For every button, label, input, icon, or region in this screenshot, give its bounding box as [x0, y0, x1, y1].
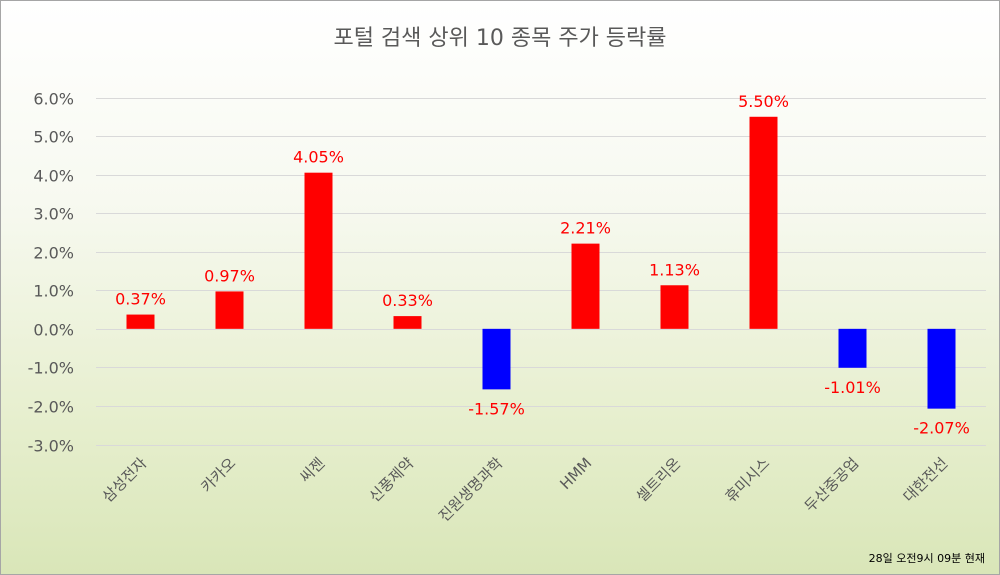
data-label: -1.57% — [468, 399, 525, 418]
gridlines — [96, 98, 986, 446]
data-label: 1.13% — [649, 260, 700, 279]
bar-5 — [482, 328, 511, 390]
chart-title: 포털 검색 상위 10 종목 주가 등락률 — [333, 26, 666, 51]
x-axis-category-labels: 삼성전자 카카오 씨젠 신풍제약 진원생명과학 HMM 셀트리온 휴미시스 두산중공업 대한전선 — [99, 454, 952, 525]
data-label: 2.21% — [560, 219, 611, 238]
bar-10 — [927, 328, 956, 409]
x-category-label: 신풍제약 — [366, 454, 418, 506]
x-category-label: 휴미시스 — [722, 454, 774, 506]
data-label: 0.37% — [115, 290, 166, 309]
y-tick-label: 6.0% — [33, 90, 74, 109]
data-label: -2.07% — [913, 419, 970, 438]
y-tick-label: -1.0% — [28, 359, 74, 378]
data-label: 4.05% — [293, 148, 344, 167]
bar-4 — [393, 316, 422, 329]
data-label: 5.50% — [738, 92, 789, 111]
x-category-label: 씨젠 — [296, 454, 328, 486]
bar-8 — [749, 116, 778, 329]
y-tick-label: -3.0% — [28, 437, 74, 456]
y-tick-label: 1.0% — [33, 282, 74, 301]
y-axis-tick-labels: 6.0% 5.0% 4.0% 3.0% 2.0% 1.0% 0.0% -1.0% -2.0% -3… — [28, 90, 74, 456]
x-category-label: HMM — [556, 454, 595, 493]
x-category-label: 삼성전자 — [99, 454, 151, 506]
y-tick-label: 0.0% — [33, 321, 74, 340]
data-labels: 0.37% 0.97% 4.05% 0.33% -1.57% 2.21% 1.13% 5.50… — [115, 92, 970, 438]
timestamp-footnote: 28일 오전9시 09분 현재 — [869, 551, 985, 565]
bar-7 — [660, 285, 689, 329]
bar-3 — [304, 172, 333, 329]
y-tick-label: 2.0% — [33, 244, 74, 263]
x-category-label: 진원생명과학 — [435, 454, 506, 525]
x-category-label: 카카오 — [197, 454, 239, 496]
data-label: 0.97% — [204, 266, 255, 285]
y-tick-label: -2.0% — [28, 398, 74, 417]
bars — [126, 116, 956, 409]
x-category-label: 셀트리온 — [633, 454, 685, 506]
y-tick-label: 4.0% — [33, 167, 74, 186]
y-tick-label: 5.0% — [33, 128, 74, 147]
bar-1 — [126, 314, 155, 329]
x-category-label: 두산중공업 — [801, 454, 863, 516]
bar-6 — [571, 243, 600, 329]
x-category-label: 대한전선 — [900, 454, 952, 506]
bar-2 — [215, 291, 244, 329]
data-label: -1.01% — [824, 378, 881, 397]
y-tick-label: 3.0% — [33, 205, 74, 224]
data-label: 0.33% — [382, 291, 433, 310]
bar-9 — [838, 328, 867, 368]
